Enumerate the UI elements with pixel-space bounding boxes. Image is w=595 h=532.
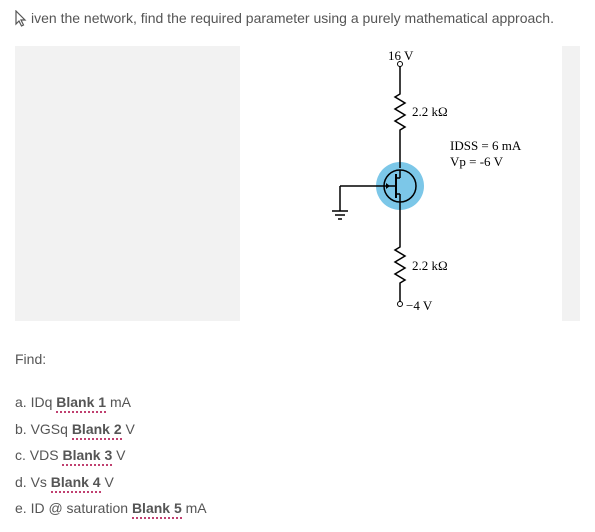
label-top-voltage: 16 V [388, 48, 413, 64]
source-resistor [395, 241, 405, 291]
drain-resistor [395, 88, 405, 138]
answer-d-post: V [101, 474, 114, 490]
answer-c: c. VDS Blank 3 V [15, 442, 580, 469]
answer-e: e. ID @ saturation Blank 5 mA [15, 495, 580, 522]
answer-a-pre: a. IDq [15, 394, 56, 410]
answer-d-pre: d. Vs [15, 474, 51, 490]
circuit-svg [240, 46, 562, 321]
circuit-diagram: 16 V 2.2 kΩ IDSS = 6 mA Vp = -6 V 2.2 kΩ… [15, 46, 580, 321]
label-bottom-voltage: −4 V [406, 298, 432, 314]
blank-5[interactable]: Blank 5 [132, 500, 182, 519]
answer-b-post: V [122, 421, 135, 437]
answer-e-post: mA [182, 500, 207, 516]
answer-d: d. Vs Blank 4 V [15, 469, 580, 496]
label-idss: IDSS = 6 mA [450, 138, 521, 154]
answer-b-pre: b. VGSq [15, 421, 72, 437]
answer-c-post: V [112, 447, 125, 463]
label-rs: 2.2 kΩ [412, 258, 448, 274]
label-vp: Vp = -6 V [450, 154, 503, 170]
prompt-text: iven the network, find the required para… [31, 10, 554, 26]
find-heading: Find: [15, 351, 580, 367]
cursor-icon [15, 10, 29, 28]
blank-2[interactable]: Blank 2 [72, 421, 122, 440]
blank-3[interactable]: Blank 3 [62, 447, 112, 466]
answer-e-pre: e. ID @ saturation [15, 500, 132, 516]
figure-bg-right [562, 46, 580, 321]
blank-1[interactable]: Blank 1 [56, 394, 106, 413]
answer-c-pre: c. VDS [15, 447, 62, 463]
answer-list: a. IDq Blank 1 mA b. VGSq Blank 2 V c. V… [15, 389, 580, 522]
circuit-svg-wrap: 16 V 2.2 kΩ IDSS = 6 mA Vp = -6 V 2.2 kΩ… [240, 46, 562, 321]
answer-a: a. IDq Blank 1 mA [15, 389, 580, 416]
answer-a-post: mA [106, 394, 131, 410]
figure-bg-left [15, 46, 240, 321]
answer-b: b. VGSq Blank 2 V [15, 416, 580, 443]
label-rd: 2.2 kΩ [412, 104, 448, 120]
question-prompt: iven the network, find the required para… [15, 10, 580, 28]
blank-4[interactable]: Blank 4 [51, 474, 101, 493]
